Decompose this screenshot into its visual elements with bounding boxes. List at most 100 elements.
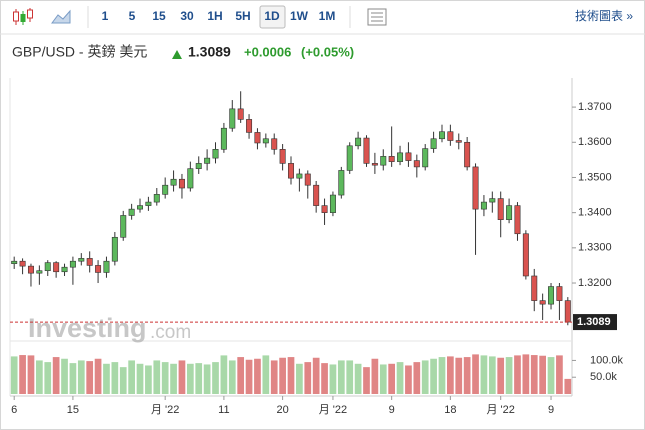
candle-body <box>153 194 160 203</box>
x-tick-label: 11 <box>218 404 229 416</box>
interval-button[interactable]: 1W <box>290 9 309 23</box>
area-icon[interactable] <box>51 9 71 24</box>
interval-button[interactable]: 1H <box>207 9 222 23</box>
candle-body <box>36 270 43 274</box>
volume-bar <box>36 360 43 394</box>
candle-body <box>497 198 504 220</box>
y-tick-label: 1.3400 <box>578 207 612 219</box>
volume-bar <box>178 360 186 394</box>
up-arrow <box>172 50 182 59</box>
last-price: 1.3089 <box>188 44 231 60</box>
volume-bar <box>346 360 354 394</box>
candle-body <box>220 127 227 150</box>
candle-body <box>61 266 68 273</box>
candle-body <box>338 170 345 196</box>
volume-tick-label: 100.0k <box>590 354 624 366</box>
interval-button[interactable]: 5H <box>235 9 250 23</box>
interval-button[interactable]: 30 <box>180 9 194 23</box>
volume-bar <box>119 367 127 394</box>
candle-body <box>95 265 102 273</box>
volume-bar <box>430 358 437 394</box>
x-tick-label: 月 '22 <box>486 404 514 416</box>
volume-bar <box>145 365 152 394</box>
candle-body <box>271 138 278 150</box>
volume-bar <box>472 354 479 394</box>
candle-body <box>464 141 471 168</box>
volume-bar <box>186 363 194 394</box>
price-change: +0.0006 <box>244 44 291 59</box>
volume-bar <box>262 355 270 394</box>
interval-button[interactable]: 5 <box>129 9 136 23</box>
volume-bar <box>363 367 370 394</box>
candle-body <box>548 286 555 305</box>
tech-chart-link[interactable]: 技術圖表 » <box>575 9 633 23</box>
volume-bar <box>170 363 177 394</box>
candle-body <box>522 233 529 277</box>
candle-body <box>329 194 336 213</box>
settings-icon[interactable] <box>367 8 387 26</box>
volume-bar <box>371 358 379 394</box>
volume-bar <box>463 357 471 394</box>
candle-body <box>178 178 185 189</box>
volume-bar <box>405 365 412 394</box>
candle-body <box>170 178 177 186</box>
interval-button[interactable]: 1D <box>264 9 280 23</box>
volume-bar <box>103 363 110 394</box>
volume-bar <box>279 357 286 394</box>
volume-bar <box>44 362 52 394</box>
volume-bar <box>505 357 513 394</box>
interval-button[interactable]: 1M <box>319 9 336 23</box>
volume-bar <box>354 363 362 394</box>
candle-body <box>371 163 378 166</box>
candle-body <box>455 140 462 143</box>
candle-body <box>346 145 353 171</box>
volume-bar <box>530 355 538 394</box>
volume-bar <box>195 363 203 394</box>
candle-body <box>19 260 26 267</box>
volume-bar <box>304 362 312 394</box>
candle-body <box>145 201 152 206</box>
candle-body <box>237 108 244 120</box>
volume-bar <box>438 357 446 394</box>
volume-bar <box>296 363 303 394</box>
volume-bar <box>564 378 572 394</box>
candle-body <box>480 201 487 210</box>
volume-bar <box>413 362 421 394</box>
volume-bar <box>52 357 60 394</box>
candle-body <box>472 166 479 210</box>
volume-bar <box>61 358 68 394</box>
candle-body <box>304 173 311 186</box>
candle-icon[interactable] <box>13 8 33 25</box>
candle-body <box>556 286 563 301</box>
volume-bar <box>69 363 77 394</box>
candle-body <box>422 148 429 168</box>
volume-bar <box>203 364 211 394</box>
candle-body <box>111 236 118 262</box>
y-tick-label: 1.3500 <box>578 171 612 183</box>
volume-bar <box>480 355 488 394</box>
volume-bar <box>77 360 85 394</box>
active-interval-box <box>259 5 286 29</box>
volume-bar <box>421 360 429 394</box>
volume-bar <box>270 360 278 394</box>
candle-body <box>397 152 404 162</box>
candle-body <box>321 205 328 213</box>
volume-bar <box>245 359 253 394</box>
interval-button[interactable]: 1 <box>102 9 109 23</box>
candle-body <box>506 205 513 220</box>
x-tick-label: 15 <box>67 404 79 416</box>
x-tick-label: 9 <box>389 404 395 416</box>
interval-button[interactable]: 15 <box>152 9 166 23</box>
volume-bar <box>86 361 94 394</box>
candle-body <box>103 260 110 273</box>
y-tick-label: 1.3700 <box>578 101 612 113</box>
volume-bar <box>287 357 295 394</box>
volume-bar <box>254 358 261 394</box>
x-tick-label: 18 <box>444 404 456 416</box>
candle-body <box>539 300 546 305</box>
volume-bar <box>522 354 530 394</box>
candle-body <box>413 160 420 168</box>
candle-body <box>128 208 135 216</box>
